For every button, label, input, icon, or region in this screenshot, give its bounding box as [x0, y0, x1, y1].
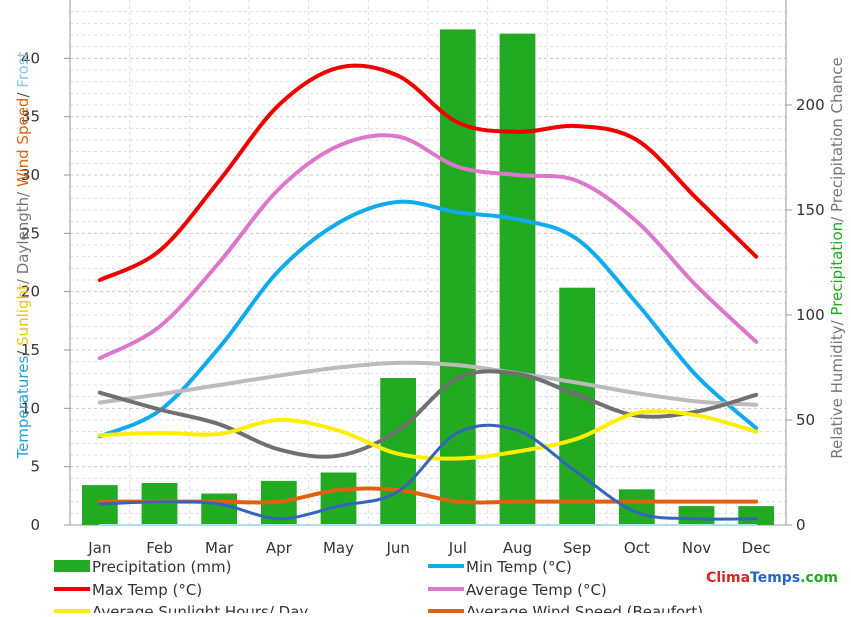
- axis-title-part: Frost: [14, 51, 32, 87]
- precipitation-bar: [559, 287, 596, 525]
- month-label: Jul: [448, 539, 467, 557]
- relative-humidity-line: [97, 369, 759, 459]
- axis-title-part: /: [14, 88, 32, 98]
- left-tick-label: 0: [30, 516, 40, 534]
- axis-title-part: Temperatures: [14, 356, 32, 460]
- precipitation-bar: [499, 33, 536, 525]
- grid: [70, 0, 786, 525]
- axis-title-part: / Precipitation Chance: [828, 57, 846, 222]
- legend-label: Precipitation (mm): [92, 558, 231, 576]
- average-sunlight-hours-day-line: [97, 409, 759, 461]
- daylength-line: [97, 360, 759, 407]
- right-tick-label: 50: [796, 411, 815, 429]
- left-tick-label: 20: [21, 283, 40, 301]
- brand-part: Clima: [706, 570, 750, 586]
- axis-title-part: Relative Humidity/: [828, 316, 846, 459]
- right-tick-label: 200: [796, 96, 825, 114]
- month-label: Aug: [503, 539, 532, 557]
- month-label: Jun: [385, 539, 409, 557]
- brand-logo: ClimaTemps.com: [706, 570, 838, 586]
- left-tick-label: 25: [21, 224, 40, 242]
- brand-part: Temps: [750, 570, 800, 586]
- month-label: Nov: [682, 539, 711, 557]
- precipitation-bar: [439, 29, 476, 526]
- month-label: Dec: [742, 539, 771, 557]
- axis-title-part: /: [14, 346, 32, 356]
- precipitation-bar: [201, 493, 238, 525]
- left-tick-label: 15: [21, 341, 40, 359]
- precipitation-bars: [81, 29, 775, 526]
- left-tick-label: 5: [30, 458, 40, 476]
- month-label: Sep: [563, 539, 591, 557]
- month-label: Jan: [87, 539, 111, 557]
- precipitation-bar: [678, 506, 715, 525]
- left-tick-label: 35: [21, 108, 40, 126]
- right-tick-label: 150: [796, 201, 825, 219]
- series-lines: [97, 63, 759, 526]
- right-tick-label: 100: [796, 306, 825, 324]
- month-label: May: [323, 539, 354, 557]
- precipitation-bar: [320, 472, 357, 525]
- left-tick-label: 30: [21, 166, 40, 184]
- max-temp-c-line: [97, 63, 759, 282]
- left-axis-title: Temperatures/ Sunlight/ Daylength/ Wind …: [14, 51, 32, 459]
- min-temp-c-line: [97, 199, 759, 439]
- average-wind-speed-beaufort-line: [97, 486, 759, 505]
- legend: Precipitation (mm) Min Temp (°C) Max Temp …: [54, 558, 703, 617]
- month-label: Oct: [624, 539, 650, 557]
- precipitation-chance-line: [98, 423, 758, 521]
- right-axis-title: Relative Humidity/ Precipitation/ Precip…: [828, 57, 846, 458]
- axis-title-part: Sunlight: [14, 284, 32, 346]
- legend-swatch: [54, 560, 90, 572]
- axis-title-part: Precipitation: [828, 222, 846, 316]
- axis-title-part: / Daylength/: [14, 187, 32, 284]
- axis-title-part: Wind Speed: [14, 98, 32, 188]
- precipitation-bar: [738, 506, 775, 525]
- month-label: Mar: [205, 539, 234, 557]
- legend-label: Average Wind Speed (Beaufort): [466, 603, 703, 613]
- precipitation-bar: [141, 483, 178, 525]
- month-label: Feb: [146, 539, 173, 557]
- legend-label: Max Temp (°C): [92, 581, 202, 599]
- legend-label: Average Sunlight Hours/ Day: [92, 603, 308, 613]
- brand-part: .com: [800, 570, 838, 586]
- average-temp-c-line: [97, 133, 759, 361]
- left-tick-label: 40: [21, 49, 40, 67]
- legend-label: Average Temp (°C): [466, 581, 607, 599]
- left-tick-label: 10: [21, 399, 40, 417]
- legend-label: Min Temp (°C): [466, 558, 572, 576]
- month-label: Apr: [266, 539, 293, 557]
- right-tick-label: 0: [796, 516, 806, 534]
